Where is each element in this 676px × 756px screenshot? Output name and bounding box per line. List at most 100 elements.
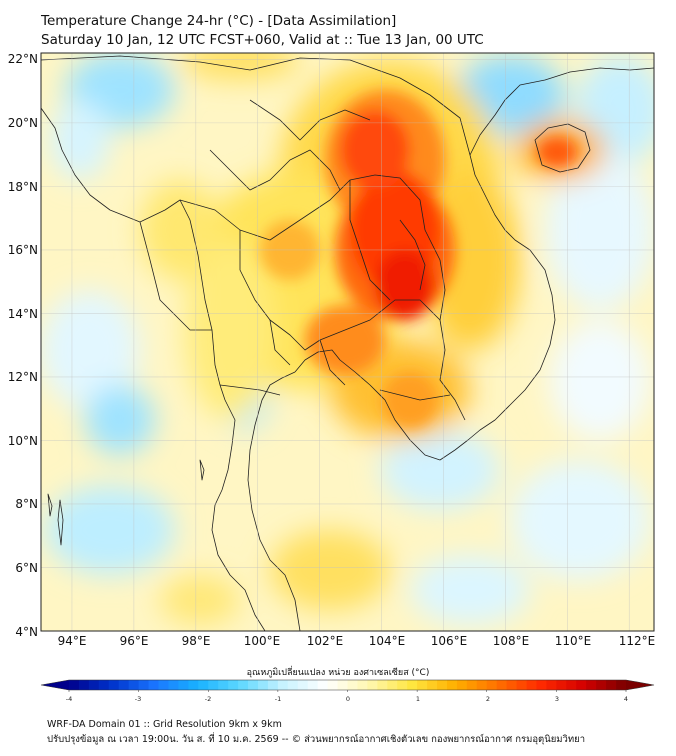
- colorbar-tick-label: -4: [66, 695, 72, 703]
- colorbar-segment: [407, 680, 418, 690]
- colorbar-segment: [138, 680, 149, 690]
- colorbar-segment: [128, 680, 140, 690]
- colorbar-segment: [168, 680, 179, 690]
- colorbar-min-arrow: [41, 680, 69, 690]
- colorbar-segment: [367, 680, 378, 690]
- colorbar-segment: [486, 680, 498, 690]
- colorbar-segment: [297, 680, 309, 690]
- title-line-1: Temperature Change 24-hr (°C) - [Data As…: [41, 13, 397, 29]
- colorbar-segment: [456, 680, 468, 690]
- lat-tick-label: 12°N: [8, 370, 38, 384]
- colorbar-segment: [616, 680, 627, 690]
- colorbar-segment: [377, 680, 388, 690]
- lon-tick-label: 96°E: [120, 634, 149, 648]
- lon-ticks: 94°E 96°E 98°E 100°E 102°E 104°E 106°E 1…: [58, 634, 656, 648]
- colorbar-tick-label: -2: [205, 695, 211, 703]
- colorbar-segment: [257, 680, 269, 690]
- colorbar-segment: [228, 680, 239, 690]
- lat-ticks: 4°N 6°N 8°N 10°N 12°N 14°N 16°N 18°N 20°…: [8, 52, 38, 639]
- colorbar-segment: [556, 680, 567, 690]
- colorbar-segment: [307, 680, 319, 690]
- colorbar-segment: [78, 680, 90, 690]
- colorbar-segment: [198, 680, 209, 690]
- colorbar-tick-label: 3: [555, 695, 559, 703]
- colorbar-bar: [40, 679, 655, 692]
- colorbar-segment: [466, 680, 478, 690]
- lon-tick-label: 100°E: [244, 634, 281, 648]
- colorbar-segment: [317, 680, 329, 690]
- lon-tick-label: 108°E: [493, 634, 530, 648]
- lon-tick-label: 102°E: [307, 634, 344, 648]
- colorbar-segment: [506, 680, 517, 690]
- colorbar-segment: [417, 680, 428, 690]
- colorbar-segment: [88, 680, 100, 690]
- colorbar-segment: [267, 680, 279, 690]
- colorbar-segment: [347, 680, 358, 690]
- grid-lines: [41, 53, 654, 631]
- footer: WRF-DA Domain 01 :: Grid Resolution 9km …: [47, 717, 585, 747]
- map-title: Temperature Change 24-hr (°C) - [Data As…: [41, 12, 484, 50]
- colorbar-segment: [287, 680, 299, 690]
- colorbar-segment: [566, 680, 577, 690]
- map-figure: 94°E 96°E 98°E 100°E 102°E 104°E 106°E 1…: [8, 52, 656, 703]
- lat-tick-label: 16°N: [8, 243, 38, 257]
- colorbar-segment: [446, 680, 458, 690]
- colorbar-segment: [337, 680, 348, 690]
- lon-tick-label: 106°E: [431, 634, 468, 648]
- colorbar-segment: [277, 680, 289, 690]
- colorbar-title: อุณหภูมิเปลี่ยนแปลง หน่วย องศาเซลเซียส (…: [246, 668, 430, 678]
- colorbar-segment: [327, 680, 338, 690]
- colorbar-segment: [586, 680, 597, 690]
- colorbar-segment: [69, 680, 80, 690]
- footer-line-2: ปรับปรุงข้อมูล ณ เวลา 19:00น. วัน ส. ที่…: [47, 734, 586, 745]
- colorbar-segment: [148, 680, 159, 690]
- colorbar-segment: [178, 680, 189, 690]
- lat-tick-label: 22°N: [8, 52, 38, 66]
- colorbar-segment: [576, 680, 587, 690]
- colorbar-segment: [357, 680, 368, 690]
- lon-tick-label: 98°E: [182, 634, 211, 648]
- colorbar-segment: [536, 680, 547, 690]
- coastlines: [41, 55, 654, 631]
- lat-tick-label: 14°N: [8, 307, 38, 321]
- lat-tick-label: 4°N: [15, 625, 38, 639]
- colorbar-segment: [158, 680, 169, 690]
- footer-line-1: WRF-DA Domain 01 :: Grid Resolution 9km …: [47, 719, 282, 730]
- colorbar-segment: [218, 680, 229, 690]
- plot-frame: [40, 52, 655, 632]
- colorbar-segment: [606, 680, 617, 690]
- colorbar-segment: [496, 680, 508, 690]
- lat-tick-label: 10°N: [8, 434, 38, 448]
- lat-tick-label: 18°N: [8, 180, 38, 194]
- colorbar-segment: [98, 680, 110, 690]
- colorbar-segment: [238, 680, 249, 690]
- colorbar-tick-label: -3: [135, 695, 141, 703]
- colorbar-segment: [427, 680, 438, 690]
- colorbar-segment: [546, 680, 557, 690]
- lat-tick-label: 8°N: [15, 497, 38, 511]
- colorbar-tick-label: 2: [486, 695, 490, 703]
- colorbar-segment: [118, 680, 130, 690]
- colorbar-segment: [208, 680, 219, 690]
- lon-tick-label: 110°E: [555, 634, 592, 648]
- lon-tick-label: 104°E: [369, 634, 406, 648]
- colorbar-segment: [476, 680, 488, 690]
- lon-tick-label: 112°E: [619, 634, 656, 648]
- colorbar-segment: [397, 680, 408, 690]
- colorbar-tick-label: 0: [346, 695, 350, 703]
- colorbar-segment: [516, 680, 527, 690]
- colorbar-segment: [108, 680, 120, 690]
- colorbar-tick-labels: -4 -3 -2 -1 0 1 2 3 4: [66, 695, 628, 703]
- title-line-2: Saturday 10 Jan, 12 UTC FCST+060, Valid …: [41, 32, 484, 48]
- lon-tick-label: 94°E: [58, 634, 87, 648]
- colorbar-segment: [387, 680, 398, 690]
- colorbar-segment: [526, 680, 537, 690]
- colorbar-segment: [596, 680, 607, 690]
- colorbar-tick-label: 4: [624, 695, 628, 703]
- colorbar-max-arrow: [626, 680, 654, 690]
- colorbar-segment: [248, 680, 259, 690]
- colorbar-segment: [188, 680, 199, 690]
- colorbar: -4 -3 -2 -1 0 1 2 3 4: [40, 679, 655, 703]
- lat-tick-label: 6°N: [15, 561, 38, 575]
- lat-tick-label: 20°N: [8, 116, 38, 130]
